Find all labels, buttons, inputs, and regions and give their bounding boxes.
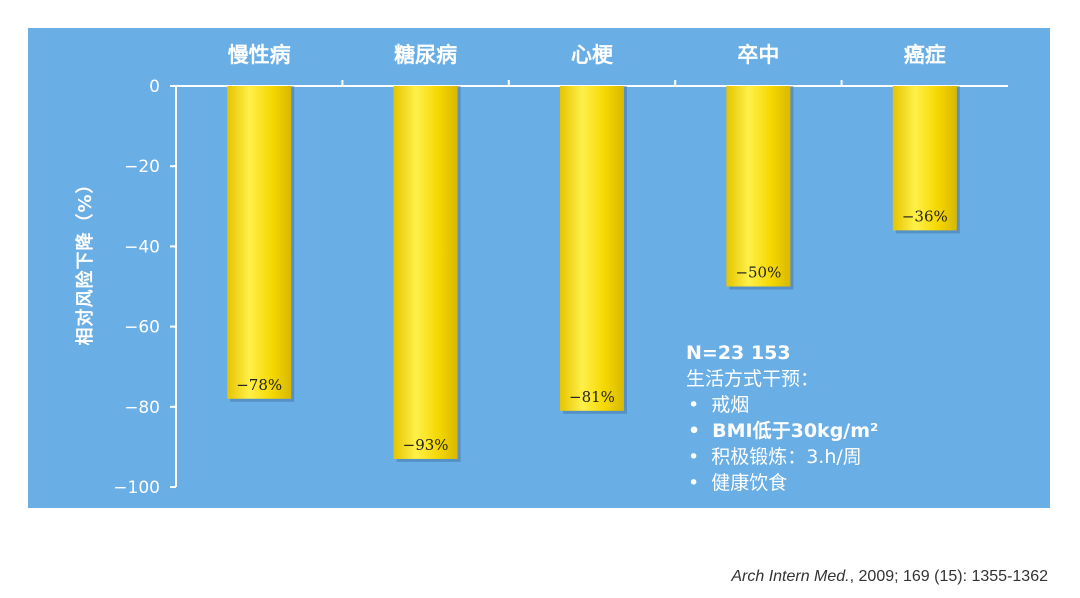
data-label: −78% bbox=[236, 376, 282, 394]
study-note: N=23 153 生活方式干预： 戒烟 BMI低于30kg/m² 积极锻炼：3.… bbox=[686, 340, 878, 496]
category-label: 心梗 bbox=[571, 43, 614, 67]
note-item: 积极锻炼：3.h/周 bbox=[686, 444, 878, 470]
note-sample-size: N=23 153 bbox=[686, 342, 791, 364]
bar bbox=[393, 86, 458, 459]
note-item: 健康饮食 bbox=[686, 470, 878, 496]
citation-journal: Arch Intern Med. bbox=[731, 568, 850, 585]
category-label: 慢性病 bbox=[228, 43, 291, 67]
category-label: 糖尿病 bbox=[394, 43, 457, 67]
data-label: −50% bbox=[735, 264, 781, 282]
y-tick-label: −40 bbox=[124, 237, 160, 257]
data-label: −36% bbox=[902, 207, 948, 225]
note-item: BMI低于30kg/m² bbox=[686, 418, 878, 444]
bar bbox=[227, 86, 292, 399]
bar bbox=[892, 86, 957, 231]
note-item: 戒烟 bbox=[686, 392, 878, 418]
citation: Arch Intern Med., 2009; 169 (15): 1355-1… bbox=[731, 568, 1048, 586]
y-tick-label: 0 bbox=[149, 77, 160, 97]
bar bbox=[726, 86, 791, 287]
chart-panel: 相对风险下降（%） 0 −20 −40 −60 −80 −100 慢性病 糖尿病 心梗 卒中 癌症 … bbox=[28, 28, 1050, 508]
y-axis-label: 相对风险下降（%） bbox=[74, 174, 96, 345]
note-subtitle: 生活方式干预： bbox=[686, 368, 820, 390]
citation-details: , 2009; 169 (15): 1355-1362 bbox=[849, 568, 1048, 585]
data-label: −81% bbox=[569, 388, 615, 406]
category-label: 癌症 bbox=[904, 43, 946, 67]
data-label: −93% bbox=[403, 436, 449, 454]
y-tick-label: −100 bbox=[113, 478, 160, 498]
category-label: 卒中 bbox=[737, 43, 779, 67]
y-tick-label: −20 bbox=[124, 157, 160, 177]
bar bbox=[560, 86, 624, 411]
y-tick-label: −60 bbox=[124, 318, 160, 338]
y-tick-label: −80 bbox=[124, 398, 160, 418]
